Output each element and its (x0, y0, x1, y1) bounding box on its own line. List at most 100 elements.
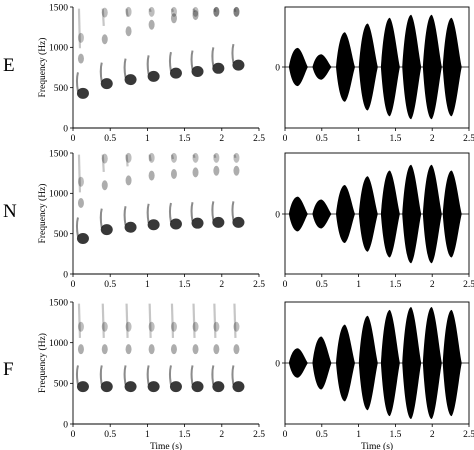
fundamental-stroke (231, 365, 235, 385)
harmonic-blob (233, 165, 240, 176)
waveform-note-4 (358, 176, 378, 252)
harmonic-streak (192, 154, 196, 159)
harmonic-blob (125, 26, 132, 37)
harmonic-blob (101, 7, 108, 18)
fundamental-stroke (211, 47, 215, 67)
harmonic-blob (170, 152, 177, 163)
x-tick-label: 1.5 (179, 134, 191, 144)
x-tick-label: 0.5 (104, 280, 116, 290)
harmonic-blob (148, 321, 155, 332)
waveform-note-2 (312, 199, 332, 229)
fundamental-blob (124, 381, 137, 393)
waveform-note-8 (442, 309, 462, 417)
note-1 (75, 154, 89, 245)
harmonic-streak (192, 8, 196, 13)
x-axis-label: Time (s) (150, 441, 182, 450)
note-8 (231, 152, 245, 228)
x-tick-label: 0.5 (316, 430, 328, 440)
spectrogram-panel-n: 0 500 1000 1500 0 0.5 1 1.5 2 2.5 Frequency (Hz) (37, 149, 265, 290)
fundamental-blob (169, 381, 182, 393)
harmonic-streak (213, 154, 217, 159)
fundamental-stroke (190, 50, 194, 70)
fundamental-stroke (231, 43, 235, 64)
note-2 (99, 303, 113, 393)
harmonic-blob (170, 13, 177, 24)
note-3 (123, 303, 137, 393)
row-label-n: N (3, 201, 17, 222)
fundamental-blob (76, 233, 89, 245)
y-axis-label: Frequency (Hz) (37, 38, 48, 98)
y-tick-label: 1500 (49, 3, 68, 13)
waveform-note-3 (335, 185, 355, 243)
harmonic-blob (170, 344, 177, 355)
x-tick-label: 1.5 (389, 430, 401, 440)
x-tick-label: 0 (71, 430, 76, 440)
fundamental-blob (212, 62, 225, 74)
waveform-frame (284, 152, 470, 275)
waveform-panel-e-waveform: 0 0 0.5 1 1.5 2 2.5 (275, 6, 474, 144)
note-4 (146, 152, 160, 231)
harmonic-streak (148, 8, 152, 13)
harmonic-blob (233, 344, 240, 355)
x-tick-label: 0.5 (104, 430, 116, 440)
fundamental-stroke (123, 58, 127, 78)
note-1 (75, 303, 89, 393)
fundamental-stroke (99, 62, 103, 82)
note-6 (190, 6, 204, 78)
waveform-panel-f-waveform: 0 0 0.5 1 1.5 2 2.5 Time (s) (275, 301, 474, 450)
y-tick-label: 500 (54, 84, 69, 94)
fundamental-stroke (123, 365, 127, 385)
y-tick-label: 1000 (49, 339, 68, 349)
harmonic-blob (148, 152, 155, 163)
x-tick-label: 1 (356, 280, 361, 290)
fundamental-stroke (146, 365, 150, 385)
harmonic-blob (148, 19, 155, 30)
fundamental-blob (212, 381, 225, 393)
harmonic-streak (148, 154, 152, 161)
fundamental-stroke (231, 201, 235, 221)
harmonic-blob (77, 198, 84, 209)
y-tick-label: 0 (275, 359, 280, 369)
fundamental-blob (100, 381, 113, 393)
harmonic-blob (77, 176, 84, 187)
fundamental-blob (124, 221, 137, 233)
harmonic-streak (170, 8, 175, 13)
note-3 (123, 6, 137, 86)
waveform-note-5 (380, 17, 400, 117)
harmonic-blob (101, 153, 108, 164)
harmonic-streak (77, 303, 82, 338)
harmonic-blob (213, 321, 220, 332)
waveform-frame (284, 6, 470, 129)
x-tick-label: 0 (283, 134, 288, 144)
fundamental-stroke (75, 72, 79, 92)
harmonic-blob (213, 344, 220, 355)
note-5 (168, 303, 182, 393)
y-tick-label: 1500 (49, 149, 68, 159)
harmonic-blob (101, 344, 108, 355)
harmonic-blob (101, 180, 108, 191)
x-tick-label: 2.5 (463, 280, 474, 290)
fundamental-stroke (123, 205, 127, 226)
note-6 (190, 303, 204, 393)
fundamental-stroke (99, 365, 103, 385)
fundamental-stroke (211, 201, 215, 221)
harmonic-streak (233, 8, 237, 13)
fundamental-stroke (168, 202, 172, 223)
note-1 (75, 8, 89, 99)
harmonic-blob (192, 344, 199, 355)
y-tick-label: 1000 (49, 44, 68, 54)
fundamental-stroke (75, 365, 79, 385)
fundamental-stroke (146, 203, 150, 223)
harmonic-blob (192, 321, 199, 332)
harmonic-streak (213, 8, 217, 13)
fundamental-blob (212, 216, 225, 228)
harmonic-blob (101, 34, 108, 45)
y-tick-label: 500 (54, 380, 69, 390)
x-tick-label: 2.5 (253, 134, 265, 144)
note-4 (146, 6, 160, 82)
x-axis-label: Time (s) (361, 441, 393, 450)
fundamental-stroke (168, 365, 172, 385)
harmonic-blob (213, 6, 220, 17)
waveform-note-1 (288, 47, 308, 87)
x-tick-label: 0.5 (316, 280, 328, 290)
